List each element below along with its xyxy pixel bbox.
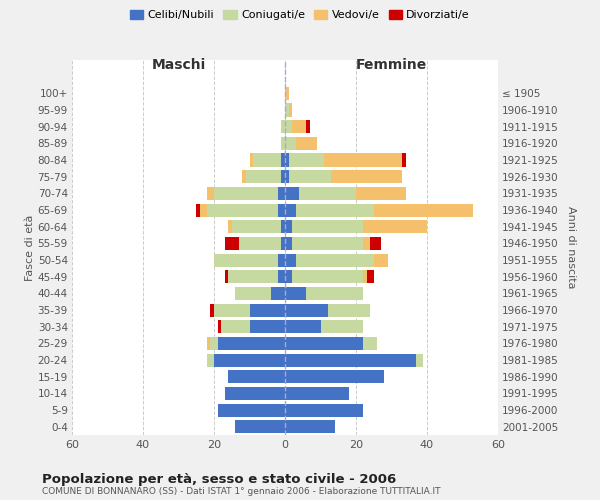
Bar bbox=[214, 254, 278, 266]
Bar bbox=[285, 137, 296, 150]
Bar bbox=[224, 237, 239, 250]
Bar bbox=[281, 120, 285, 133]
Bar bbox=[285, 354, 416, 366]
Bar bbox=[292, 237, 363, 250]
Bar bbox=[402, 154, 406, 166]
Text: COMUNE DI BONNANARO (SS) - Dati ISTAT 1° gennaio 2006 - Elaborazione TUTTITALIA.: COMUNE DI BONNANARO (SS) - Dati ISTAT 1°… bbox=[42, 488, 440, 496]
Bar bbox=[278, 270, 285, 283]
Bar bbox=[285, 154, 289, 166]
Bar bbox=[285, 187, 299, 200]
Bar bbox=[281, 137, 285, 150]
Text: Femmine: Femmine bbox=[356, 58, 427, 72]
Bar bbox=[285, 170, 289, 183]
Bar bbox=[374, 204, 473, 216]
Bar bbox=[207, 204, 278, 216]
Bar bbox=[285, 320, 320, 333]
Bar bbox=[218, 320, 221, 333]
Bar bbox=[285, 337, 363, 350]
Bar bbox=[242, 170, 246, 183]
Bar bbox=[214, 304, 250, 316]
Bar bbox=[281, 237, 285, 250]
Bar bbox=[218, 337, 285, 350]
Bar bbox=[207, 354, 214, 366]
Bar bbox=[292, 120, 307, 133]
Bar bbox=[281, 220, 285, 233]
Bar bbox=[228, 220, 232, 233]
Bar bbox=[246, 170, 281, 183]
Bar bbox=[285, 370, 385, 383]
Bar bbox=[207, 337, 211, 350]
Bar bbox=[214, 354, 285, 366]
Bar bbox=[363, 237, 370, 250]
Bar bbox=[363, 337, 377, 350]
Text: Maschi: Maschi bbox=[151, 58, 206, 72]
Bar bbox=[296, 204, 374, 216]
Bar bbox=[374, 254, 388, 266]
Bar bbox=[285, 237, 292, 250]
Bar bbox=[367, 270, 374, 283]
Bar bbox=[285, 404, 363, 416]
Bar bbox=[285, 104, 289, 117]
Bar bbox=[285, 254, 296, 266]
Bar bbox=[281, 154, 285, 166]
Bar bbox=[250, 154, 253, 166]
Bar bbox=[285, 120, 292, 133]
Bar bbox=[285, 420, 335, 433]
Bar bbox=[307, 287, 363, 300]
Bar bbox=[320, 320, 363, 333]
Bar bbox=[271, 287, 285, 300]
Bar bbox=[228, 370, 285, 383]
Bar bbox=[253, 154, 281, 166]
Bar bbox=[278, 254, 285, 266]
Text: Popolazione per età, sesso e stato civile - 2006: Popolazione per età, sesso e stato civil… bbox=[42, 472, 396, 486]
Bar bbox=[207, 187, 214, 200]
Bar bbox=[224, 387, 285, 400]
Bar bbox=[328, 304, 370, 316]
Bar bbox=[285, 87, 289, 100]
Bar bbox=[285, 220, 292, 233]
Bar bbox=[250, 304, 285, 316]
Bar bbox=[278, 187, 285, 200]
Bar bbox=[200, 204, 207, 216]
Bar bbox=[228, 270, 278, 283]
Bar bbox=[292, 270, 363, 283]
Bar bbox=[235, 287, 271, 300]
Bar bbox=[285, 387, 349, 400]
Bar bbox=[250, 320, 285, 333]
Bar bbox=[285, 287, 307, 300]
Bar bbox=[221, 320, 250, 333]
Bar bbox=[356, 187, 406, 200]
Bar bbox=[296, 254, 374, 266]
Legend: Celibi/Nubili, Coniugati/e, Vedovi/e, Divorziati/e: Celibi/Nubili, Coniugati/e, Vedovi/e, Di… bbox=[125, 6, 475, 25]
Bar bbox=[211, 337, 218, 350]
Bar bbox=[331, 170, 402, 183]
Bar bbox=[214, 187, 278, 200]
Bar bbox=[307, 120, 310, 133]
Bar bbox=[285, 304, 328, 316]
Bar bbox=[289, 170, 331, 183]
Bar bbox=[370, 237, 381, 250]
Bar bbox=[235, 420, 285, 433]
Bar bbox=[324, 154, 402, 166]
Bar bbox=[289, 104, 292, 117]
Bar bbox=[281, 170, 285, 183]
Y-axis label: Anni di nascita: Anni di nascita bbox=[566, 206, 575, 289]
Bar bbox=[285, 270, 292, 283]
Bar bbox=[285, 204, 296, 216]
Bar bbox=[211, 304, 214, 316]
Bar bbox=[289, 154, 324, 166]
Bar bbox=[363, 220, 427, 233]
Bar bbox=[278, 204, 285, 216]
Bar bbox=[416, 354, 424, 366]
Bar bbox=[299, 187, 356, 200]
Bar bbox=[296, 137, 317, 150]
Bar bbox=[232, 220, 281, 233]
Bar bbox=[363, 270, 367, 283]
Bar bbox=[292, 220, 363, 233]
Bar bbox=[196, 204, 200, 216]
Bar bbox=[218, 404, 285, 416]
Y-axis label: Fasce di età: Fasce di età bbox=[25, 214, 35, 280]
Bar bbox=[224, 270, 228, 283]
Bar bbox=[239, 237, 281, 250]
